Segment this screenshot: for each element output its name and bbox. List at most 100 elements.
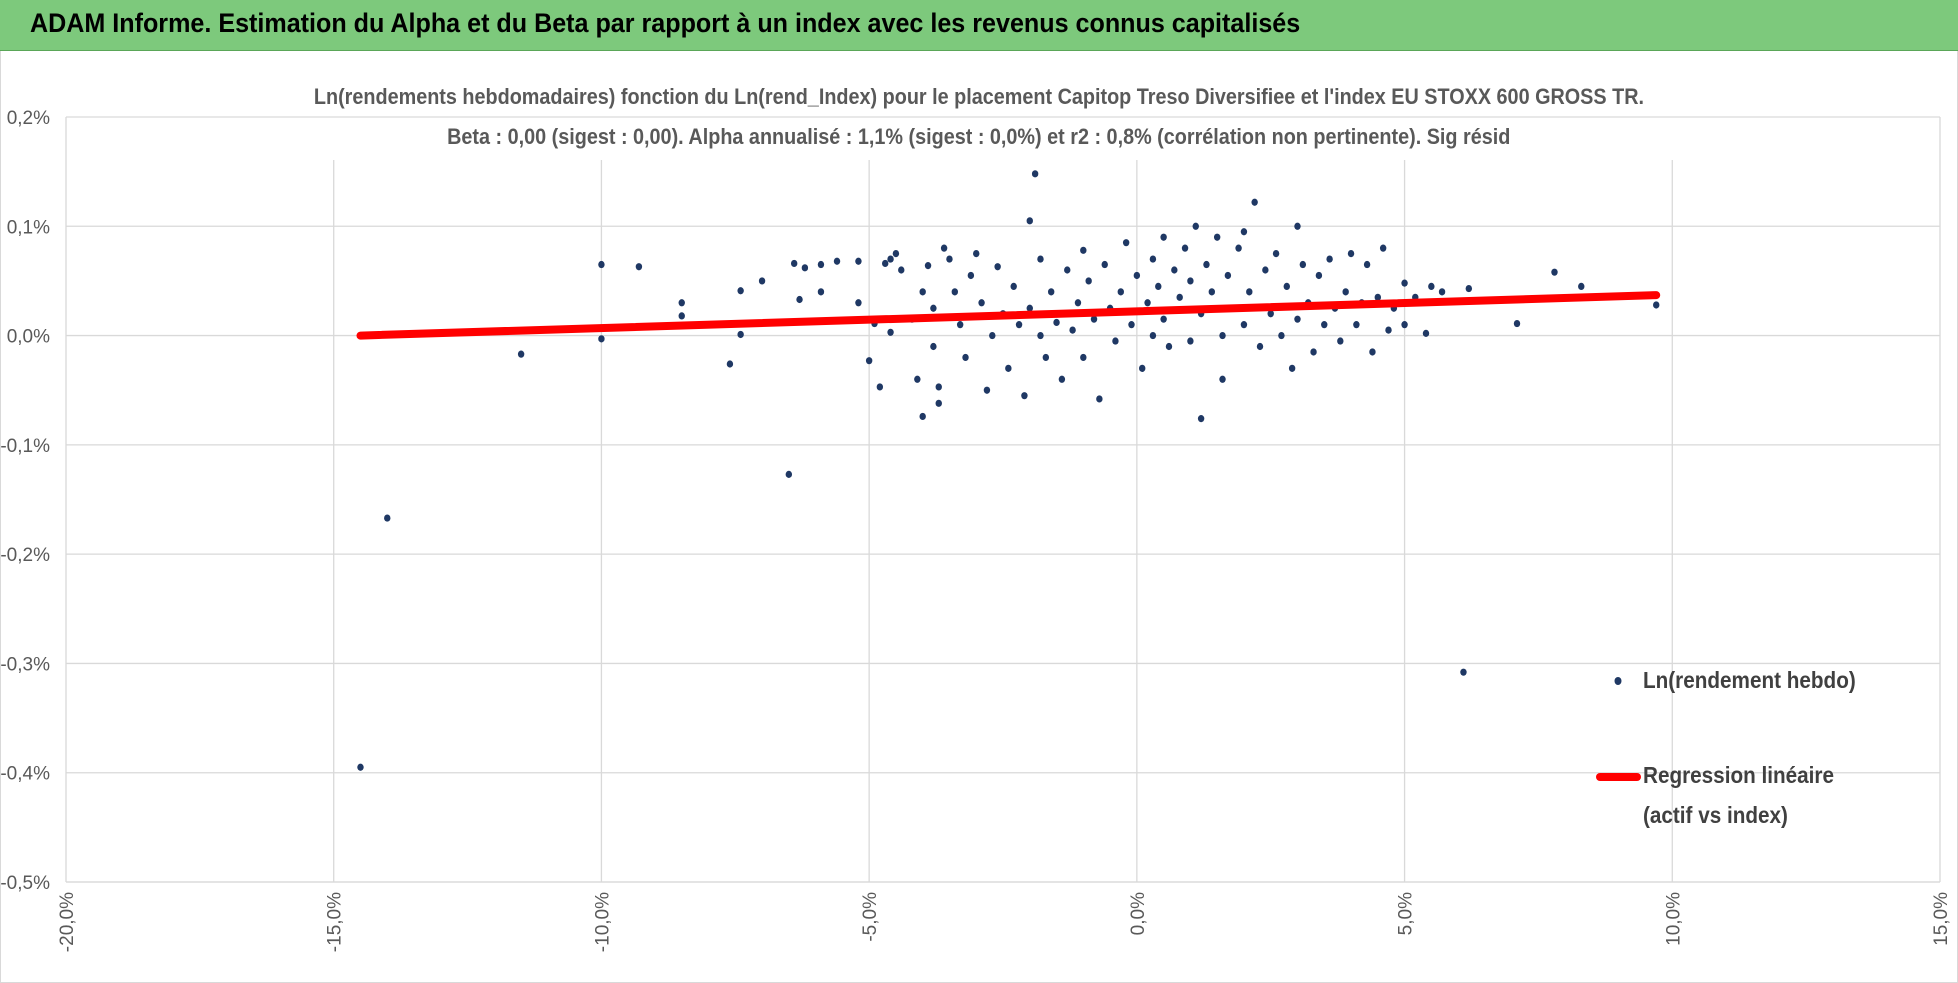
scatter-point xyxy=(1422,329,1430,337)
scatter-point xyxy=(1101,260,1108,269)
y-tick-label: -0,5% xyxy=(0,873,50,894)
scatter-point xyxy=(1037,331,1044,340)
scatter-point xyxy=(935,399,942,407)
scatter-point xyxy=(790,259,798,268)
scatter-point xyxy=(1080,246,1087,254)
scatter-point xyxy=(1401,321,1408,329)
legend-label-regression: Regression linéaire xyxy=(1643,762,1834,788)
scatter-point xyxy=(1369,348,1376,356)
scatter-point xyxy=(1219,331,1226,340)
scatter-point xyxy=(1224,271,1232,280)
scatter-point xyxy=(983,386,991,394)
scatter-point xyxy=(1213,233,1221,241)
legend-marker-points xyxy=(1614,677,1622,685)
scatter-point xyxy=(1465,284,1473,293)
scatter-point xyxy=(1294,222,1301,230)
scatter-point xyxy=(1005,364,1012,372)
y-tick-label: -0,2% xyxy=(0,545,50,566)
scatter-point xyxy=(1288,364,1296,372)
scatter-point xyxy=(1080,353,1087,362)
scatter-point xyxy=(1085,277,1092,285)
scatter-point xyxy=(1144,299,1151,307)
scatter-point xyxy=(962,353,969,362)
scatter-point xyxy=(1149,331,1157,340)
scatter-point xyxy=(1096,395,1103,403)
scatter-point xyxy=(1090,315,1098,323)
scatter-point xyxy=(1428,282,1435,290)
scatter-point xyxy=(1272,250,1280,258)
scatter-point xyxy=(1139,364,1146,372)
scatter-point xyxy=(914,375,921,383)
scatter-point xyxy=(930,342,937,351)
scatter-point xyxy=(978,299,985,307)
scatter-point xyxy=(1240,228,1248,236)
x-tick-label: -5,0% xyxy=(860,892,881,942)
scatter-point xyxy=(1310,348,1317,356)
scatter-point xyxy=(1015,321,1023,329)
scatter-point xyxy=(892,250,900,258)
scatter-point xyxy=(989,331,996,340)
scatter-point xyxy=(967,271,975,280)
scatter-point xyxy=(1031,170,1039,178)
scatter-point xyxy=(1278,331,1285,340)
scatter-point xyxy=(758,277,766,285)
scatter-point xyxy=(1160,233,1167,241)
scatter-point xyxy=(678,299,685,307)
scatter-point xyxy=(833,257,841,265)
scatter-point xyxy=(1379,244,1387,252)
scatter-point xyxy=(1551,268,1558,276)
scatter-point xyxy=(1203,260,1210,269)
x-tick-label: -15,0% xyxy=(325,892,346,952)
legend-label-points: Ln(rendement hebdo) xyxy=(1643,667,1856,693)
scatter-point xyxy=(1010,282,1017,290)
scatter-point xyxy=(737,330,744,339)
y-tick-label: -0,3% xyxy=(0,654,50,675)
scatter-point xyxy=(1181,244,1189,252)
x-tick-label: -20,0% xyxy=(57,892,78,952)
scatter-point xyxy=(1117,288,1124,296)
scatter-point xyxy=(1069,326,1076,334)
scatter-point xyxy=(1315,271,1323,280)
scatter-point xyxy=(1438,288,1446,296)
scatter-point xyxy=(1149,255,1157,263)
scatter-point xyxy=(1653,301,1660,309)
scatter-point xyxy=(1294,315,1301,323)
scatter-point xyxy=(1047,288,1055,296)
scatter-point xyxy=(1176,293,1183,301)
scatter-point xyxy=(935,383,942,391)
scatter-point xyxy=(357,763,364,771)
scatter-point xyxy=(1321,321,1328,329)
scatter-point xyxy=(801,264,809,272)
x-tick-label: 5,0% xyxy=(1396,892,1417,935)
scatter-point xyxy=(940,244,948,252)
scatter-point xyxy=(1192,222,1199,230)
scatter-point xyxy=(1021,392,1028,400)
scatter-point xyxy=(1363,260,1371,269)
scatter-point xyxy=(1460,668,1467,676)
scatter-point xyxy=(678,312,685,320)
scatter-point xyxy=(598,260,605,269)
scatter-point xyxy=(1187,337,1194,345)
scatter-point xyxy=(1208,288,1216,296)
scatter-point xyxy=(384,514,391,522)
scatter-point xyxy=(1112,337,1119,345)
scatter-point xyxy=(1342,288,1349,296)
x-tick-label: 15,0% xyxy=(1931,892,1952,946)
scatter-point xyxy=(1385,326,1392,334)
scatter-point xyxy=(1578,282,1585,290)
scatter-point xyxy=(1053,318,1060,327)
scatter-point xyxy=(1026,304,1033,312)
scatter-point xyxy=(946,255,953,263)
x-tick-label: 0,0% xyxy=(1128,892,1149,935)
scatter-point xyxy=(1240,321,1248,329)
x-tick-label: -10,0% xyxy=(592,892,613,952)
scatter-point xyxy=(517,350,525,358)
scatter-point xyxy=(1187,277,1194,285)
scatter-point xyxy=(1074,299,1082,307)
scatter-point xyxy=(973,250,980,258)
scatter-point xyxy=(855,257,862,265)
scatter-point xyxy=(635,263,643,271)
scatter-point xyxy=(865,357,873,365)
